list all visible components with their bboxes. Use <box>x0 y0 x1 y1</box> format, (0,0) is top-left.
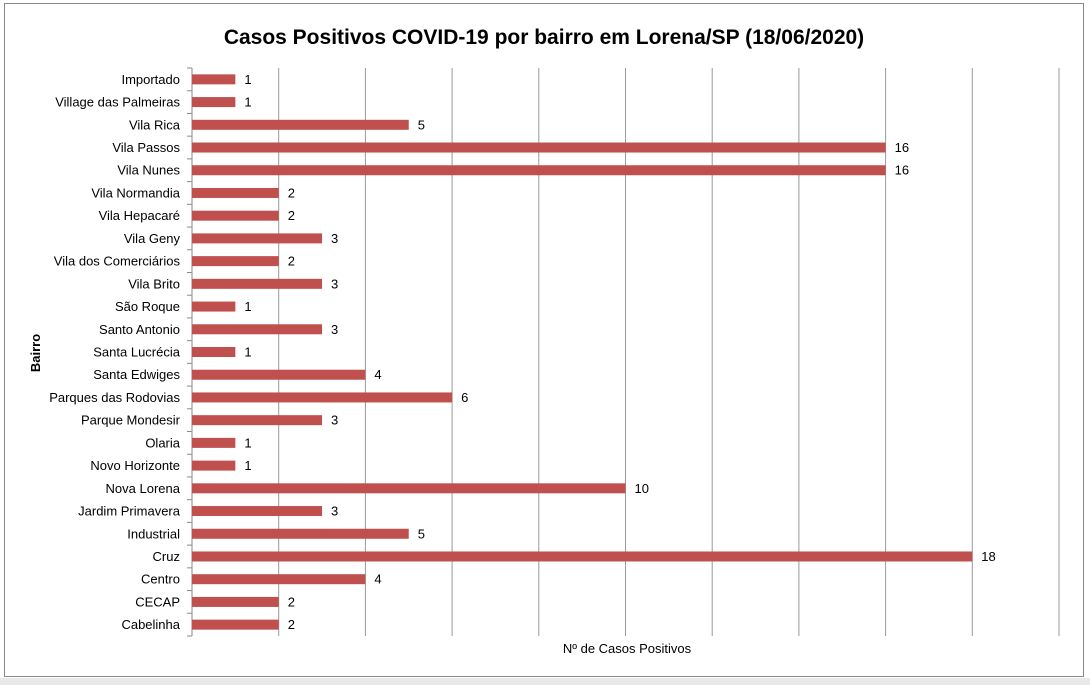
data-label: 1 <box>244 299 251 314</box>
bar <box>192 301 236 312</box>
category-label: Olaria <box>145 435 180 450</box>
data-label: 2 <box>288 208 295 223</box>
category-label: Vila Nunes <box>117 163 180 178</box>
category-label: CECAP <box>135 594 180 609</box>
data-label: 4 <box>374 367 381 382</box>
data-label: 16 <box>895 140 909 155</box>
data-label: 1 <box>244 435 251 450</box>
bar <box>192 506 323 517</box>
bar <box>192 233 323 244</box>
bar <box>192 119 409 130</box>
data-label: 10 <box>635 481 649 496</box>
bar <box>192 74 236 85</box>
category-label: Vila Brito <box>128 276 180 291</box>
bar <box>192 415 323 426</box>
data-label: 4 <box>374 572 381 587</box>
category-label: Jardim Primavera <box>78 504 181 519</box>
data-label: 2 <box>288 594 295 609</box>
data-label: 16 <box>895 163 909 178</box>
category-label: Parque Mondesir <box>81 413 181 428</box>
data-label: 1 <box>244 458 251 473</box>
category-label: Vila Rica <box>129 117 181 132</box>
bar <box>192 324 323 335</box>
data-label: 3 <box>331 231 338 246</box>
bar <box>192 278 323 289</box>
category-labels: Importado Village das Palmeiras Vila Rica V… <box>49 72 181 632</box>
bar <box>192 142 886 153</box>
bar <box>192 528 409 539</box>
category-label: Santa Edwiges <box>93 367 180 382</box>
value-labels: 1 1 5 16 16 2 2 3 2 3 1 3 1 4 6 3 1 1 10 3 5 18 4 2 2 <box>244 72 995 632</box>
bar <box>192 574 366 585</box>
category-label: Vila Hepacaré <box>99 208 180 223</box>
bar <box>192 392 453 403</box>
category-label: Cruz <box>153 549 180 564</box>
data-label: 2 <box>288 254 295 269</box>
category-label: Nova Lorena <box>106 481 181 496</box>
category-label: São Roque <box>115 299 180 314</box>
bar <box>192 165 886 176</box>
data-label: 5 <box>418 526 425 541</box>
category-label: Cabelinha <box>121 617 180 632</box>
bar <box>192 347 236 357</box>
category-label: Vila Passos <box>112 140 180 155</box>
category-label: Vila dos Comerciários <box>54 254 181 269</box>
bar <box>192 210 279 221</box>
data-label: 3 <box>331 276 338 291</box>
data-label: 18 <box>981 549 995 564</box>
bar <box>192 460 236 471</box>
chart-title: Casos Positivos COVID-19 por bairro em L… <box>224 26 864 49</box>
bar <box>192 619 279 630</box>
x-axis-title: Nº de Casos Positivos <box>563 641 692 656</box>
data-label: 2 <box>288 617 295 632</box>
category-label: Centro <box>141 572 180 587</box>
gridlines <box>187 67 1060 637</box>
category-label: Novo Horizonte <box>90 458 180 473</box>
data-label: 5 <box>418 117 425 132</box>
data-label: 1 <box>244 72 251 87</box>
data-label: 3 <box>331 504 338 519</box>
data-label: 6 <box>461 390 468 405</box>
chart-frame <box>4 3 1084 677</box>
bar <box>192 97 236 108</box>
bar <box>192 187 279 198</box>
category-label: Industrial <box>127 526 180 541</box>
window-bottom-edge <box>0 678 1090 685</box>
category-label: Village das Palmeiras <box>55 95 180 110</box>
category-label: Importado <box>121 72 180 87</box>
data-label: 1 <box>244 95 251 110</box>
bar <box>192 369 366 380</box>
data-label: 3 <box>331 322 338 337</box>
category-label: Santo Antonio <box>99 322 180 337</box>
category-label: Vila Geny <box>124 231 181 246</box>
data-label: 2 <box>288 185 295 200</box>
bar <box>192 596 279 607</box>
data-label: 1 <box>244 345 251 360</box>
data-label: 3 <box>331 413 338 428</box>
bar <box>192 256 279 267</box>
bar <box>192 551 973 562</box>
bars <box>192 74 973 630</box>
category-label: Santa Lucrécia <box>93 345 180 360</box>
category-label: Parques das Rodovias <box>49 390 180 405</box>
bar <box>192 437 236 448</box>
category-label: Vila Normandia <box>91 185 180 200</box>
y-axis-title: Bairro <box>28 334 43 372</box>
bar <box>192 483 626 494</box>
